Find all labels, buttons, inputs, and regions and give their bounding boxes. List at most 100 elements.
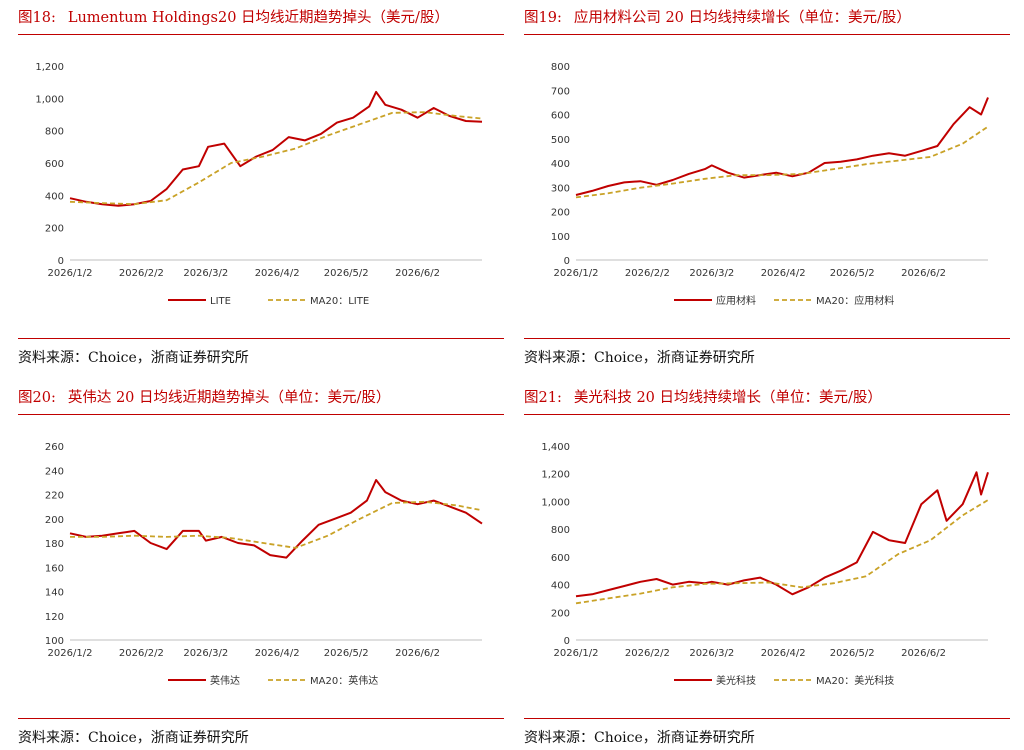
legend-label-price: 美光科技: [716, 674, 756, 687]
y-tick-label: 240: [45, 466, 64, 477]
legend-label-ma20: MA20：应用材料: [816, 294, 894, 307]
title-rule: [524, 414, 1010, 415]
figure-number: 图19:: [524, 10, 562, 26]
x-tick-label: 2026/2/2: [625, 648, 670, 659]
source-rule: [18, 338, 504, 339]
x-tick-label: 2026/5/2: [324, 268, 369, 279]
title-rule: [18, 414, 504, 415]
figure-caption: 应用材料公司 20 日均线持续增长（单位：美元/股）: [573, 10, 911, 26]
x-tick-label: 2026/5/2: [830, 268, 875, 279]
source-note: 资料来源：Choice，浙商证券研究所: [524, 730, 755, 746]
figure-title: 图20: 英伟达 20 日均线近期趋势掉头（单位：美元/股）: [18, 386, 504, 412]
title-rule: [524, 34, 1010, 35]
chart-lite: 0 200 400 600 800 1,000 1,200 2026/1/2 2026/2/2 2…: [35, 62, 483, 307]
y-tick-label: 800: [551, 62, 570, 73]
title-rule: [18, 34, 504, 35]
y-tick-label: 1,000: [541, 497, 570, 508]
y-tick-label: 160: [45, 563, 64, 574]
y-tick-label: 0: [564, 636, 570, 647]
figure-title: 图18: Lumentum Holdings20 日均线近期趋势掉头（美元/股）: [18, 6, 504, 32]
panel-lite: 图18: Lumentum Holdings20 日均线近期趋势掉头（美元/股） …: [18, 4, 504, 370]
y-tick-label: 220: [45, 491, 64, 502]
x-tick-label: 2026/1/2: [554, 648, 599, 659]
y-tick-label: 400: [551, 159, 570, 170]
legend-label-price: LITE: [210, 296, 231, 307]
figure-caption: Lumentum Holdings20 日均线近期趋势掉头（美元/股）: [67, 10, 449, 26]
y-tick-label: 0: [58, 256, 64, 267]
source-note: 资料来源：Choice，浙商证券研究所: [18, 350, 249, 366]
y-tick-label: 600: [45, 159, 64, 170]
figure-number: 图18:: [18, 10, 56, 26]
price-series-line: [69, 90, 483, 207]
y-tick-label: 400: [45, 191, 64, 202]
x-tick-label: 2026/3/2: [689, 268, 734, 279]
y-tick-label: 0: [564, 256, 570, 267]
price-series-line: [575, 471, 989, 598]
y-tick-label: 600: [551, 553, 570, 564]
ma20-series-line: [69, 111, 483, 206]
ma20-series-line: [575, 125, 989, 199]
x-tick-label: 2026/6/2: [901, 268, 946, 279]
x-tick-label: 2026/1/2: [48, 268, 93, 279]
x-tick-label: 2026/4/2: [255, 648, 300, 659]
x-tick-label: 2026/4/2: [761, 268, 806, 279]
x-tick-label: 2026/4/2: [761, 648, 806, 659]
y-tick-label: 200: [551, 608, 570, 619]
x-tick-label: 2026/6/2: [901, 648, 946, 659]
chart-nvda: 100 120 140 160 180 200 220 240 260 2026/1/2 2026/…: [45, 442, 483, 687]
y-tick-label: 200: [45, 515, 64, 526]
price-series-line: [575, 97, 989, 196]
y-tick-label: 120: [45, 612, 64, 623]
panel-amat: 图19: 应用材料公司 20 日均线持续增长（单位：美元/股） 0 100 200 30…: [524, 4, 1010, 370]
y-tick-label: 1,200: [35, 62, 64, 73]
figure-number: 图20:: [18, 390, 56, 406]
x-tick-label: 2026/2/2: [625, 268, 670, 279]
legend-label-price: 英伟达: [210, 674, 240, 687]
figure-caption: 英伟达 20 日均线近期趋势掉头（单位：美元/股）: [67, 390, 391, 406]
panel-mu: 图21: 美光科技 20 日均线持续增长（单位：美元/股） 0 200 400 600 8…: [524, 384, 1010, 750]
x-tick-label: 2026/1/2: [48, 648, 93, 659]
legend-label-price: 应用材料: [716, 294, 756, 307]
y-tick-label: 100: [551, 232, 570, 243]
y-tick-label: 140: [45, 588, 64, 599]
x-tick-label: 2026/6/2: [395, 268, 440, 279]
chart-mu: 0 200 400 600 800 1,000 1,200 1,400 2026/1/2 2026…: [541, 442, 989, 687]
x-tick-label: 2026/5/2: [830, 648, 875, 659]
x-tick-label: 2026/3/2: [689, 648, 734, 659]
y-tick-label: 400: [551, 581, 570, 592]
figure-title: 图19: 应用材料公司 20 日均线持续增长（单位：美元/股）: [524, 6, 1010, 32]
y-tick-label: 800: [551, 525, 570, 536]
ma20-series-line: [575, 499, 989, 605]
figure-caption: 美光科技 20 日均线持续增长（单位：美元/股）: [573, 390, 882, 406]
source-note: 资料来源：Choice，浙商证券研究所: [18, 730, 249, 746]
x-tick-label: 2026/2/2: [119, 648, 164, 659]
x-tick-label: 2026/2/2: [119, 268, 164, 279]
x-tick-label: 2026/1/2: [554, 268, 599, 279]
source-rule: [18, 718, 504, 719]
y-tick-label: 500: [551, 135, 570, 146]
legend-label-ma20: MA20：LITE: [310, 296, 369, 307]
source-note: 资料来源：Choice，浙商证券研究所: [524, 350, 755, 366]
legend-label-ma20: MA20：英伟达: [310, 674, 378, 687]
panel-nvda: 图20: 英伟达 20 日均线近期趋势掉头（单位：美元/股） 100 120 140 1…: [18, 384, 504, 750]
x-tick-label: 2026/3/2: [183, 648, 228, 659]
figure-number: 图21:: [524, 390, 562, 406]
source-rule: [524, 718, 1010, 719]
y-tick-label: 700: [551, 86, 570, 97]
y-tick-label: 300: [551, 183, 570, 194]
y-tick-label: 800: [45, 127, 64, 138]
y-tick-label: 600: [551, 111, 570, 122]
y-tick-label: 1,200: [541, 470, 570, 481]
y-tick-label: 180: [45, 539, 64, 550]
source-rule: [524, 338, 1010, 339]
x-tick-label: 2026/5/2: [324, 648, 369, 659]
x-tick-label: 2026/3/2: [183, 268, 228, 279]
y-tick-label: 200: [551, 208, 570, 219]
ma20-series-line: [70, 500, 483, 549]
x-tick-label: 2026/4/2: [255, 268, 300, 279]
y-tick-label: 200: [45, 224, 64, 235]
legend-label-ma20: MA20：美光科技: [816, 674, 894, 687]
y-tick-label: 1,400: [541, 442, 570, 453]
y-tick-label: 100: [45, 636, 64, 647]
figure-title: 图21: 美光科技 20 日均线持续增长（单位：美元/股）: [524, 386, 1010, 412]
